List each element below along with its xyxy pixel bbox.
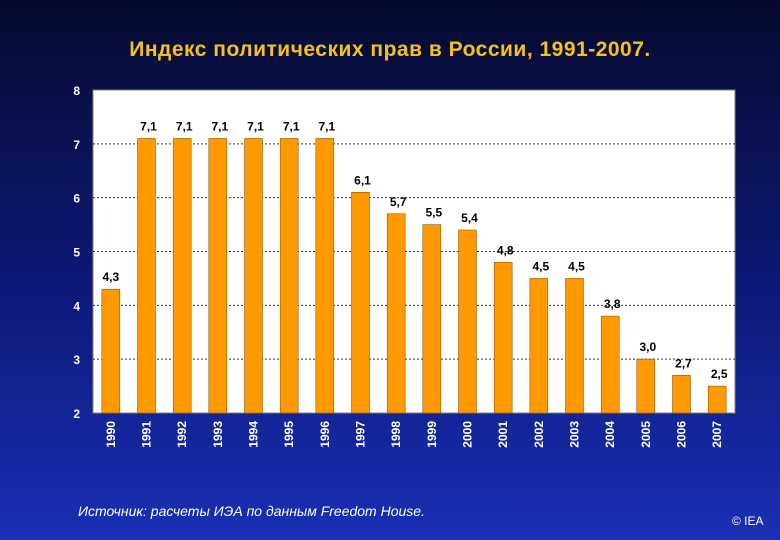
data-label: 5,7 [390,195,407,209]
data-label: 2,5 [711,367,728,381]
data-label: 7,1 [247,119,264,133]
data-label: 3,8 [604,297,621,311]
data-label: 7,1 [140,119,157,133]
data-label: 5,4 [461,211,478,225]
bar [244,138,263,414]
data-label: 7,1 [318,119,335,133]
x-tick-label: 1998 [389,421,403,448]
bar [351,192,370,414]
x-tick-label: 1994 [247,421,261,448]
data-label: 4,5 [568,259,585,273]
y-tick-label: 8 [73,84,80,98]
x-tick-label: 2007 [710,421,724,448]
data-label: 4,8 [497,243,514,257]
data-label: 4,3 [102,270,119,284]
x-tick-label: 1997 [354,421,368,448]
chart-title: Индекс политических прав в России, 1991-… [129,38,651,61]
bar [493,262,513,414]
bar [208,138,228,414]
bar [565,278,584,414]
data-label: 4,5 [532,259,549,273]
bar [672,375,691,414]
x-tick-label: 1999 [425,421,439,448]
bar [707,385,727,414]
x-tick-label: 1992 [175,421,189,448]
x-tick-label: 2004 [603,421,617,448]
bar [315,138,335,414]
x-tick-label: 2005 [639,421,653,448]
data-label: 6,1 [354,173,371,187]
y-tick-label: 7 [73,138,80,152]
bar [529,278,549,414]
bar [101,288,121,414]
data-label: 3,0 [639,340,656,354]
y-tick-label: 5 [73,246,80,260]
x-tick-label: 2001 [496,421,510,448]
bar [279,138,299,414]
x-tick-label: 1991 [140,421,154,448]
bar [636,358,656,414]
bar [172,138,192,414]
bar [386,213,406,414]
x-tick-label: 1996 [318,421,332,448]
bar [600,315,620,414]
bar [137,138,156,414]
bar [458,229,477,414]
y-tick-label: 6 [73,192,80,206]
y-tick-label: 3 [73,353,80,367]
x-tick-label: 2000 [461,421,475,448]
source-note: Источник: расчеты ИЭА по данным Freedom … [78,503,425,519]
y-tick-label: 2 [73,407,80,421]
x-tick-label: 2003 [568,421,582,448]
x-tick-label: 1995 [282,421,296,448]
data-label: 7,1 [176,119,193,133]
data-label: 7,1 [283,119,300,133]
y-tick-label: 4 [73,299,80,313]
data-label: 2,7 [675,356,692,370]
data-label: 7,1 [211,119,228,133]
x-tick-label: 2006 [675,421,689,448]
x-tick-label: 2002 [532,421,546,448]
bar [422,224,442,414]
x-tick-label: 1993 [211,421,225,448]
copyright-label: © IEA [732,514,764,528]
x-tick-label: 1990 [104,421,118,448]
data-label: 5,5 [425,206,442,220]
